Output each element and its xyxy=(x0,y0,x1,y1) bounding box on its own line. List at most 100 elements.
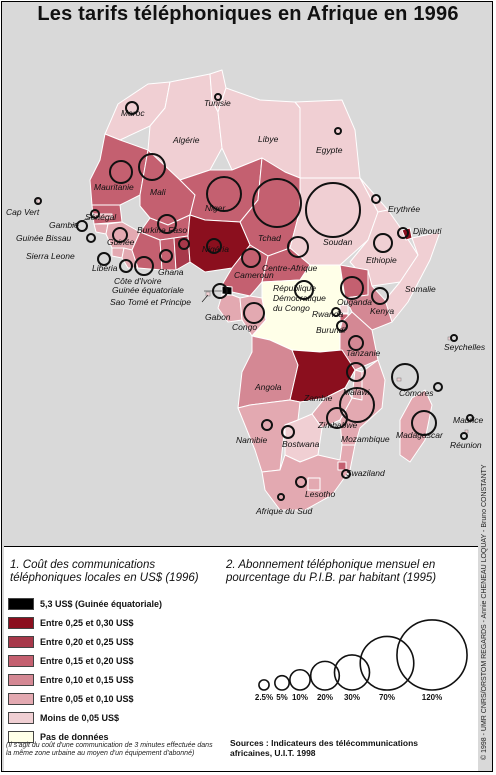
legend-item: Pas de données xyxy=(8,730,109,744)
circle-reunion xyxy=(460,432,468,440)
legend-item: 5,3 US$ (Guinée équatoriale) xyxy=(8,597,162,611)
circle-mali xyxy=(138,153,166,181)
label-mozambique: Mozambique xyxy=(341,434,390,444)
label-rdc-1: République xyxy=(273,283,316,293)
label-madagascar: Madagascar xyxy=(396,430,444,440)
circle-zambie xyxy=(346,362,366,382)
circle-rwanda xyxy=(331,307,341,317)
island-sao-tome xyxy=(205,291,211,297)
legend-label: Entre 0,20 et 0,25 US$ xyxy=(40,637,134,647)
label-sierra-leone: Sierra Leone xyxy=(26,251,75,261)
legend-swatch xyxy=(8,693,34,705)
label-botswana: Bostwana xyxy=(282,439,320,449)
circle-erythree xyxy=(371,194,381,204)
circle-niger xyxy=(206,176,242,212)
circle-tanzanie xyxy=(348,335,364,351)
label-algerie: Algérie xyxy=(172,135,200,145)
label-burundi: Burundi xyxy=(316,325,346,335)
sources: Sources : Indicateurs des télécommunicat… xyxy=(230,738,418,758)
label-swaziland: Swaziland xyxy=(346,468,385,478)
legend-swatch xyxy=(8,674,34,686)
label-gabon: Gabon xyxy=(205,312,231,322)
legend-swatch xyxy=(8,636,34,648)
country-tanzanie xyxy=(339,311,379,371)
circle-soudan xyxy=(305,182,361,238)
circle-senegal xyxy=(90,209,100,219)
leader-sao-tome xyxy=(201,294,209,303)
circle-maurice xyxy=(466,414,474,422)
label-maurice: Maurice xyxy=(453,415,484,425)
sources-line-1: Sources : Indicateurs des télécommunicat… xyxy=(230,738,419,748)
circle-ethiopie xyxy=(373,233,393,253)
label-mali: Mali xyxy=(150,187,167,197)
circle-centrafrique xyxy=(287,236,309,258)
circle-tunisie xyxy=(214,93,222,101)
legend-label: Entre 0,05 et 0,10 US$ xyxy=(40,694,134,704)
label-comores: Comores xyxy=(399,388,434,398)
legend-label: Pas de données xyxy=(40,732,109,742)
country-madagascar xyxy=(399,389,433,463)
legend-swatch xyxy=(8,598,34,610)
country-ghana xyxy=(159,237,177,271)
legend-swatch xyxy=(8,655,34,667)
circle-namibie xyxy=(261,419,273,431)
label-congo: Congo xyxy=(232,322,257,332)
legend-item: Entre 0,20 et 0,25 US$ xyxy=(8,635,134,649)
legend-label: Moins de 0,05 US$ xyxy=(40,713,120,723)
legend-heading-cost: 1. Coût des communications téléphoniques… xyxy=(10,559,199,584)
circle-benin xyxy=(178,238,190,250)
country-swaziland xyxy=(337,461,347,471)
copyright-credit: © 1998 - UMR CNRS/ORSTOM REGARDS - Annie… xyxy=(481,464,488,760)
circle-botswana xyxy=(281,425,295,439)
label-guinee-bissau: Guinée Bissau xyxy=(16,233,72,243)
legend-label: Entre 0,25 et 0,30 US$ xyxy=(40,618,134,628)
label-mauritanie: Mauritanie xyxy=(94,182,134,192)
legend-item: Moins de 0,05 US$ xyxy=(8,711,119,725)
circle-cameroun xyxy=(241,248,261,268)
label-ghana: Ghana xyxy=(158,267,184,277)
label-cameroun: Cameroun xyxy=(234,270,274,280)
label-namibie: Namibie xyxy=(236,435,267,445)
label-soudan: Soudan xyxy=(323,237,353,247)
label-tchad: Tchad xyxy=(258,233,281,243)
label-maroc: Maroc xyxy=(121,108,145,118)
circle-mozambique xyxy=(339,387,375,423)
label-guinee: Guinée xyxy=(107,237,135,247)
circle-swaziland xyxy=(341,469,351,479)
circle-malawi xyxy=(391,363,419,391)
label-rdc-2: Démocratique xyxy=(273,293,326,303)
label-nigeria: Nigéria xyxy=(202,244,229,254)
country-lesotho xyxy=(307,477,321,491)
circle-sierra-leone xyxy=(97,252,111,266)
label-senegal: Sénégal xyxy=(85,212,117,222)
label-cap-vert: Cap Vert xyxy=(6,207,40,217)
label-afrique-sud: Afrique du Sud xyxy=(255,506,313,516)
label-erythree: Erythrée xyxy=(388,204,420,214)
circle-madagascar xyxy=(411,410,437,436)
label-egypte: Egypte xyxy=(316,145,343,155)
label-ouganda: Ouganda xyxy=(337,297,372,307)
circle-cap-vert xyxy=(34,197,42,205)
circle-mauritanie xyxy=(109,160,133,184)
circle-liberia xyxy=(119,259,133,273)
circle-ghana xyxy=(159,249,173,263)
label-ethiopie: Ethiopie xyxy=(366,255,397,265)
label-tunisie: Tunisie xyxy=(204,98,231,108)
leader-gambie xyxy=(71,215,95,226)
label-tanzanie: Tanzanie xyxy=(346,348,380,358)
circle-tchad xyxy=(252,178,302,228)
label-burkina: Burkina Faso xyxy=(137,225,187,235)
legend-item: Entre 0,15 et 0,20 US$ xyxy=(8,654,134,668)
label-seychelles: Seychelles xyxy=(444,342,486,352)
label-cote-ivoire: Côte d'Ivoire xyxy=(114,276,162,286)
label-malawi: Malawi xyxy=(343,387,371,397)
legend-swatch xyxy=(8,617,34,629)
circle-guinee xyxy=(112,227,128,243)
label-zambie: Zambie xyxy=(303,393,333,403)
circle-kenya xyxy=(371,287,389,305)
circle-seychelles xyxy=(450,334,458,342)
legend-item: Entre 0,25 et 0,30 US$ xyxy=(8,616,134,630)
circle-djibouti xyxy=(397,227,409,239)
circle-lesotho xyxy=(295,476,307,488)
label-reunion: Réunion xyxy=(450,440,482,450)
